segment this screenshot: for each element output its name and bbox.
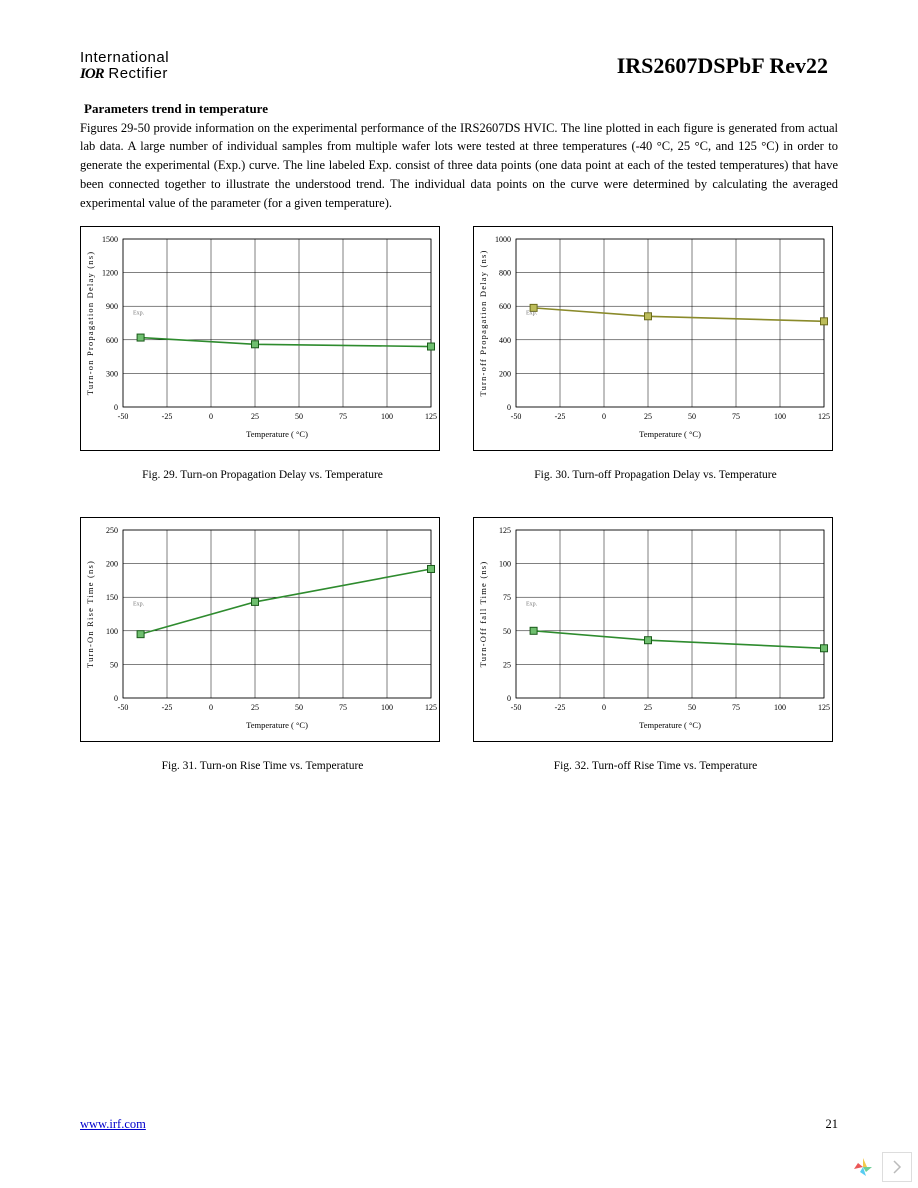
chart-fig29-cell: -50 -25 0 25 50 75 100 125 0 300 600 900 1200 1500 Tem… (80, 226, 445, 481)
svg-text:125: 125 (425, 412, 437, 421)
chart-fig30-caption: Fig. 30. Turn-off Propagation Delay vs. … (473, 469, 838, 481)
svg-text:900: 900 (106, 302, 118, 311)
svg-text:100: 100 (774, 703, 786, 712)
svg-text:100: 100 (106, 627, 118, 636)
svg-text:-25: -25 (555, 703, 566, 712)
svg-text:125: 125 (499, 526, 511, 535)
footer-link[interactable]: www.irf.com (80, 1117, 146, 1132)
svg-text:25: 25 (503, 661, 511, 670)
svg-text:25: 25 (251, 412, 259, 421)
svg-text:50: 50 (688, 703, 696, 712)
svg-text:25: 25 (251, 703, 259, 712)
svg-text:0: 0 (602, 703, 606, 712)
logo-ior: IOR (80, 66, 104, 82)
chart-fig29: -50 -25 0 25 50 75 100 125 0 300 600 900 1200 1500 Tem… (80, 226, 440, 451)
svg-text:0: 0 (507, 403, 511, 412)
svg-text:600: 600 (499, 302, 511, 311)
svg-text:-50: -50 (118, 412, 129, 421)
svg-text:200: 200 (106, 560, 118, 569)
svg-text:Temperature ( °C): Temperature ( °C) (246, 720, 308, 730)
svg-text:150: 150 (106, 593, 118, 602)
svg-text:800: 800 (499, 269, 511, 278)
svg-text:-50: -50 (511, 412, 522, 421)
chart-fig31: -50 -25 0 25 50 75 100 125 0 50 100 150 200 250 Temper… (80, 517, 440, 742)
svg-text:Temperature ( °C): Temperature ( °C) (639, 720, 701, 730)
chart-fig32-caption: Fig. 32. Turn-off Rise Time vs. Temperat… (473, 760, 838, 772)
svg-text:Temperature ( °C): Temperature ( °C) (246, 429, 308, 439)
svg-text:0: 0 (602, 412, 606, 421)
svg-text:-50: -50 (118, 703, 129, 712)
svg-text:Temperature ( °C): Temperature ( °C) (639, 429, 701, 439)
svg-text:Turn-Off fall Time (ns): Turn-Off fall Time (ns) (478, 561, 488, 668)
chart-fig30: -50 -25 0 25 50 75 100 125 0 200 400 600 800 1000 Temp… (473, 226, 833, 451)
svg-text:Turn-off Propagation Delay (ns: Turn-off Propagation Delay (ns) (478, 250, 488, 397)
svg-text:-50: -50 (511, 703, 522, 712)
chart-fig31-cell: -50 -25 0 25 50 75 100 125 0 50 100 150 200 250 Temper… (80, 517, 445, 772)
svg-text:125: 125 (818, 703, 830, 712)
svg-text:75: 75 (339, 703, 347, 712)
svg-text:Exp.: Exp. (133, 311, 145, 317)
svg-text:600: 600 (106, 336, 118, 345)
svg-text:Turn-on Propagation Delay (ns): Turn-on Propagation Delay (ns) (85, 251, 95, 396)
svg-text:50: 50 (295, 703, 303, 712)
svg-text:125: 125 (425, 703, 437, 712)
footer: www.irf.com 21 (80, 1117, 838, 1132)
svg-text:Exp.: Exp. (526, 602, 538, 608)
app-icon (848, 1152, 878, 1182)
next-page-button[interactable] (882, 1152, 912, 1182)
chart-fig31-caption: Fig. 31. Turn-on Rise Time vs. Temperatu… (80, 760, 445, 772)
svg-text:200: 200 (499, 370, 511, 379)
logo-line1: International (80, 50, 169, 66)
svg-text:125: 125 (818, 412, 830, 421)
svg-text:0: 0 (507, 694, 511, 703)
ir-logo: International IOR Rectifier (80, 50, 169, 83)
section-title: Parameters trend in temperature (84, 101, 838, 117)
svg-text:0: 0 (209, 412, 213, 421)
logo-line2: IOR Rectifier (80, 66, 169, 83)
chart-fig32: -50 -25 0 25 50 75 100 125 0 25 50 75 100 125 Temperat… (473, 517, 833, 742)
svg-text:50: 50 (503, 627, 511, 636)
svg-text:-25: -25 (555, 412, 566, 421)
svg-text:75: 75 (732, 412, 740, 421)
body-paragraph: Figures 29-50 provide information on the… (80, 119, 838, 213)
svg-text:250: 250 (106, 526, 118, 535)
svg-text:50: 50 (688, 412, 696, 421)
page: International IOR Rectifier IRS2607DSPbF… (0, 0, 918, 1188)
part-number-title: IRS2607DSPbF Rev22 (617, 53, 828, 79)
svg-text:0: 0 (209, 703, 213, 712)
charts-grid: -50-250255075100125030060090012001500Tem… (80, 226, 838, 772)
chart-fig29-caption: Fig. 29. Turn-on Propagation Delay vs. T… (80, 469, 445, 481)
svg-text:1200: 1200 (102, 269, 118, 278)
svg-text:Exp.: Exp. (133, 602, 145, 608)
svg-text:100: 100 (381, 703, 393, 712)
header: International IOR Rectifier IRS2607DSPbF… (80, 50, 838, 83)
svg-text:0: 0 (114, 694, 118, 703)
svg-text:-25: -25 (162, 703, 173, 712)
logo-rectifier: Rectifier (108, 65, 168, 82)
chart-fig30-cell: -50 -25 0 25 50 75 100 125 0 200 400 600 800 1000 Temp… (473, 226, 838, 481)
svg-text:100: 100 (499, 560, 511, 569)
svg-text:Exp.: Exp. (526, 311, 538, 317)
svg-text:25: 25 (644, 412, 652, 421)
chart-fig32-cell: -50 -25 0 25 50 75 100 125 0 25 50 75 100 125 Temperat… (473, 517, 838, 772)
svg-text:100: 100 (774, 412, 786, 421)
svg-text:300: 300 (106, 370, 118, 379)
svg-text:50: 50 (110, 661, 118, 670)
svg-text:0: 0 (114, 403, 118, 412)
svg-text:Turn-On Rise Time (ns): Turn-On Rise Time (ns) (85, 560, 95, 668)
svg-text:-25: -25 (162, 412, 173, 421)
svg-text:50: 50 (295, 412, 303, 421)
svg-text:400: 400 (499, 336, 511, 345)
svg-text:75: 75 (732, 703, 740, 712)
svg-text:75: 75 (339, 412, 347, 421)
svg-text:75: 75 (503, 593, 511, 602)
svg-text:1500: 1500 (102, 235, 118, 244)
svg-text:1000: 1000 (495, 235, 511, 244)
page-number: 21 (826, 1117, 839, 1132)
svg-text:100: 100 (381, 412, 393, 421)
svg-text:25: 25 (644, 703, 652, 712)
